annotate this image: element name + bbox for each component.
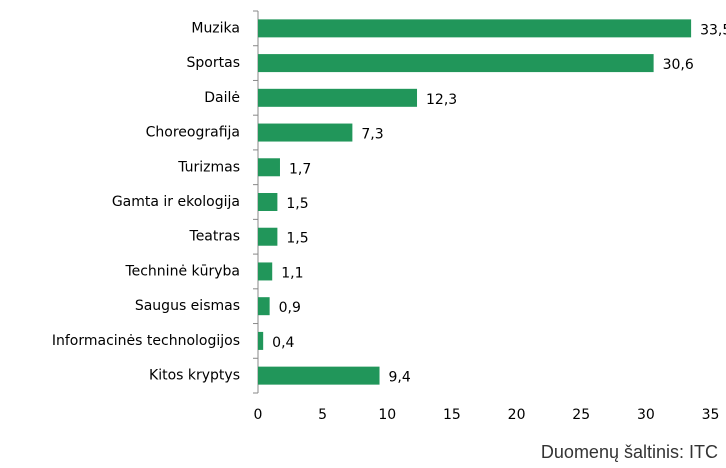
bar (258, 54, 654, 73)
bar (258, 193, 278, 211)
y-tick-label: Turizmas (177, 159, 240, 175)
value-label: 1,5 (286, 231, 308, 247)
y-tick-label: Dailė (204, 90, 240, 106)
y-tick-label: Teatras (189, 229, 240, 245)
x-tick-label: 15 (443, 407, 461, 423)
bar (258, 262, 273, 281)
bar (258, 297, 270, 316)
y-tick-label: Kitos kryptys (149, 368, 240, 384)
x-tick-label: 0 (254, 407, 263, 423)
value-label: 7,3 (361, 127, 383, 143)
x-tick-label: 30 (637, 407, 655, 423)
bar (258, 88, 418, 107)
bar (258, 366, 380, 385)
x-tick-label: 25 (572, 407, 590, 423)
source-note: Duomenų šaltinis: ITC (541, 442, 718, 462)
value-label: 0,9 (279, 300, 301, 316)
y-tick-label: Informacinės technologijos (52, 333, 240, 349)
value-label: 1,5 (286, 196, 308, 212)
bar (258, 227, 278, 246)
value-label: 1,1 (281, 265, 303, 281)
value-label: 1,7 (289, 161, 311, 177)
value-label: 33,5 (700, 22, 726, 38)
y-tick-label: Saugus eismas (135, 298, 240, 314)
bar (258, 19, 692, 38)
value-label: 12,3 (426, 92, 457, 108)
bar (258, 123, 353, 142)
y-tick-label: Sportas (187, 55, 240, 71)
y-tick-label: Techninė kūryba (124, 263, 240, 279)
x-tick-label: 35 (702, 407, 720, 423)
bar (258, 331, 264, 350)
x-tick-label: 10 (378, 407, 396, 423)
y-tick-label: Gamta ir ekologija (112, 194, 240, 210)
value-label: 0,4 (272, 335, 294, 351)
x-tick-label: 20 (508, 407, 526, 423)
x-tick-label: 5 (318, 407, 327, 423)
y-tick-label: Muzika (191, 20, 240, 36)
bar (258, 158, 280, 177)
y-tick-label: Choreografija (146, 125, 240, 141)
value-label: 30,6 (663, 57, 694, 73)
value-label: 9,4 (389, 370, 411, 386)
